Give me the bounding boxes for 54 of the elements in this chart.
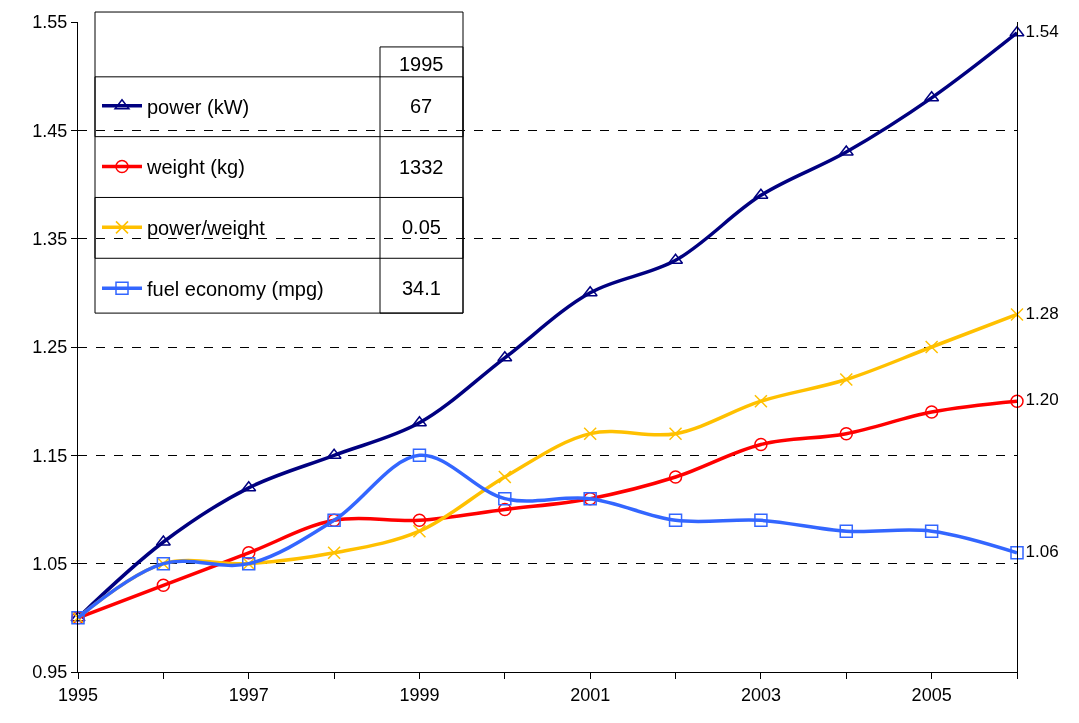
point: [924, 524, 939, 538]
legend-label: fuel economy (mpg): [147, 277, 324, 300]
x-tick-label: 1995: [57, 684, 99, 705]
point: [839, 372, 854, 387]
point: [839, 426, 854, 441]
point: [668, 470, 683, 484]
legend-label: power/weight: [147, 217, 266, 240]
y-tick-label: 1.25: [32, 337, 68, 358]
data-label: 1.28: [1025, 303, 1059, 323]
y-tick-label: 1.05: [32, 553, 68, 574]
data-label: 1.06: [1025, 542, 1059, 562]
point: [924, 340, 939, 354]
point: [839, 524, 854, 538]
point: [498, 502, 512, 517]
annotation: 34.1: [402, 277, 441, 299]
point: [1010, 546, 1024, 560]
point: [241, 546, 256, 560]
point: [667, 253, 684, 265]
point: [412, 524, 427, 538]
annotation: 1332: [399, 156, 444, 178]
point: [412, 513, 427, 528]
point: [754, 394, 768, 408]
annotation: 67: [410, 95, 433, 117]
point: [1010, 307, 1024, 322]
point: [583, 426, 597, 441]
y-tick-label: 0.95: [32, 662, 68, 683]
annotation: 0.05: [402, 216, 441, 238]
x-tick-label: 1999: [399, 684, 440, 705]
point: [1010, 394, 1024, 408]
data-label: 1.20: [1025, 390, 1059, 410]
point: [327, 546, 341, 560]
point: [924, 405, 939, 419]
x-tick-label: 2005: [911, 684, 952, 705]
x-tick-label: 1997: [228, 684, 269, 705]
data-label: 1.54: [1025, 22, 1059, 42]
point: [668, 426, 683, 441]
legend-label: power (kW): [147, 95, 250, 118]
x-tick-label: 2003: [740, 684, 781, 705]
point: [754, 437, 768, 452]
y-tick-label: 1.35: [32, 228, 68, 249]
point: [156, 578, 171, 593]
point: [498, 470, 512, 484]
annotation: 1995: [399, 53, 444, 75]
point: [498, 491, 512, 506]
point: [753, 188, 769, 200]
point: [754, 513, 768, 528]
y-tick-label: 1.45: [32, 120, 68, 141]
legend-label: weight (kg): [146, 156, 245, 179]
y-tick-label: 1.15: [32, 445, 68, 466]
point: [412, 448, 427, 463]
x-tick-label: 2001: [570, 684, 611, 705]
y-tick-label: 1.55: [32, 12, 68, 33]
point: [668, 513, 683, 528]
point: [326, 448, 342, 460]
